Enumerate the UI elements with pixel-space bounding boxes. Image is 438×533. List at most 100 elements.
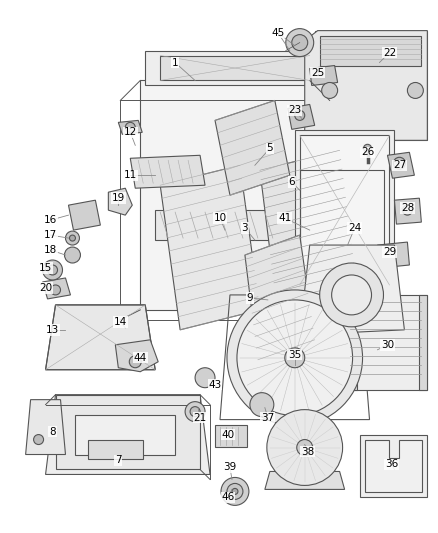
Text: 6: 6: [289, 177, 295, 187]
Circle shape: [66, 231, 79, 245]
Circle shape: [232, 488, 238, 495]
Circle shape: [407, 83, 424, 99]
Text: 21: 21: [194, 413, 207, 423]
Text: 17: 17: [44, 230, 57, 240]
Text: 26: 26: [361, 147, 374, 157]
Polygon shape: [118, 120, 142, 134]
Polygon shape: [160, 55, 310, 80]
Circle shape: [227, 483, 243, 499]
Polygon shape: [388, 152, 414, 178]
Text: 23: 23: [288, 106, 301, 116]
Polygon shape: [300, 245, 404, 335]
Text: 19: 19: [112, 193, 125, 203]
Text: 40: 40: [221, 430, 234, 440]
Text: 3: 3: [242, 223, 248, 233]
Circle shape: [237, 300, 353, 416]
Polygon shape: [42, 278, 71, 299]
Polygon shape: [345, 295, 427, 390]
Circle shape: [195, 368, 215, 387]
Text: 15: 15: [39, 263, 52, 273]
Circle shape: [332, 275, 371, 315]
Polygon shape: [130, 155, 205, 188]
Polygon shape: [68, 200, 100, 230]
Polygon shape: [108, 188, 132, 215]
Polygon shape: [245, 235, 314, 360]
Text: 9: 9: [247, 293, 253, 303]
Text: 8: 8: [49, 426, 56, 437]
Polygon shape: [115, 340, 158, 372]
Polygon shape: [215, 100, 290, 195]
Polygon shape: [378, 242, 410, 268]
Circle shape: [227, 290, 363, 425]
Polygon shape: [295, 131, 395, 290]
Text: 12: 12: [124, 127, 137, 138]
Circle shape: [320, 263, 384, 327]
Text: 35: 35: [288, 350, 301, 360]
Text: 29: 29: [383, 247, 396, 257]
Text: 30: 30: [381, 340, 394, 350]
Circle shape: [48, 265, 57, 275]
Polygon shape: [66, 252, 79, 258]
Text: 25: 25: [311, 68, 324, 77]
Circle shape: [185, 402, 205, 422]
Text: 44: 44: [134, 353, 147, 363]
Polygon shape: [160, 165, 260, 330]
Polygon shape: [25, 400, 66, 455]
Circle shape: [295, 110, 305, 120]
Circle shape: [286, 29, 314, 56]
Circle shape: [292, 35, 308, 51]
Polygon shape: [314, 30, 427, 140]
Polygon shape: [253, 398, 272, 411]
Circle shape: [129, 356, 141, 368]
Circle shape: [403, 205, 413, 215]
Text: 13: 13: [46, 325, 59, 335]
Polygon shape: [140, 80, 310, 310]
Polygon shape: [46, 305, 155, 370]
Text: 39: 39: [223, 463, 237, 472]
Polygon shape: [155, 210, 285, 240]
Circle shape: [267, 410, 343, 486]
Circle shape: [125, 123, 135, 132]
Polygon shape: [364, 440, 422, 492]
Text: 45: 45: [271, 28, 284, 38]
Text: 38: 38: [301, 447, 314, 457]
Text: 11: 11: [124, 170, 137, 180]
Circle shape: [250, 393, 274, 417]
Text: 43: 43: [208, 379, 222, 390]
Polygon shape: [310, 66, 338, 85]
Text: 28: 28: [401, 203, 414, 213]
Circle shape: [34, 434, 43, 445]
Polygon shape: [320, 36, 421, 66]
Polygon shape: [260, 150, 360, 330]
Circle shape: [70, 235, 75, 241]
Bar: [345, 295, 357, 390]
Bar: [419, 295, 427, 390]
Text: 20: 20: [39, 283, 52, 293]
Polygon shape: [360, 434, 427, 497]
Text: 10: 10: [213, 213, 226, 223]
Text: 22: 22: [383, 47, 396, 58]
Text: 1: 1: [172, 58, 178, 68]
Bar: [88, 440, 143, 459]
Circle shape: [321, 83, 338, 99]
Bar: [75, 415, 175, 455]
Text: 37: 37: [261, 413, 275, 423]
Polygon shape: [56, 394, 200, 470]
Text: 41: 41: [278, 213, 291, 223]
Polygon shape: [265, 472, 345, 489]
Polygon shape: [46, 394, 210, 474]
Text: 18: 18: [44, 245, 57, 255]
Circle shape: [50, 285, 60, 295]
Circle shape: [64, 247, 81, 263]
Circle shape: [364, 144, 371, 152]
Circle shape: [221, 478, 249, 505]
Text: 7: 7: [115, 456, 122, 465]
Circle shape: [42, 260, 63, 280]
Circle shape: [190, 407, 200, 417]
Polygon shape: [288, 104, 314, 130]
Text: 27: 27: [393, 160, 406, 170]
Polygon shape: [395, 198, 421, 224]
Text: 5: 5: [267, 143, 273, 154]
Circle shape: [393, 157, 406, 169]
Text: 36: 36: [385, 459, 398, 470]
